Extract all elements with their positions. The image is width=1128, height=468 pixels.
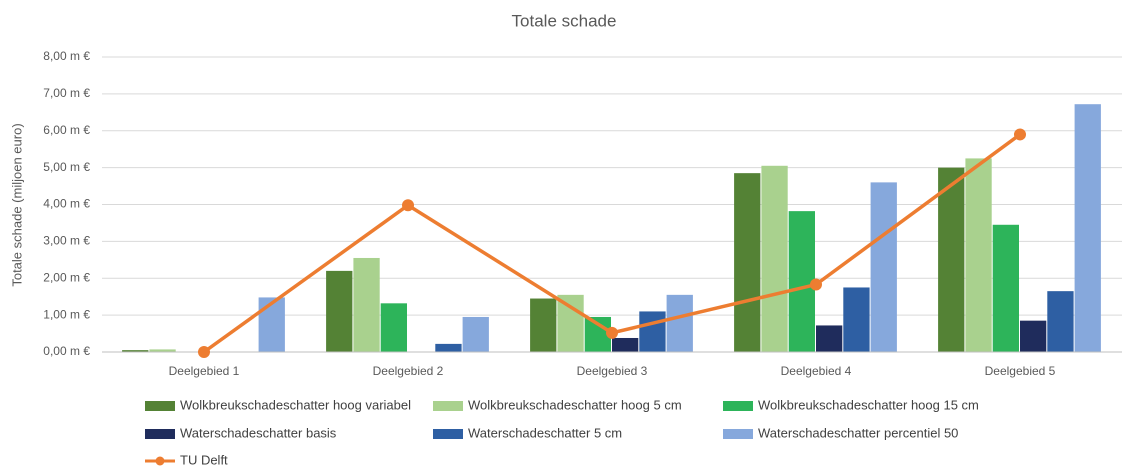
bar xyxy=(639,311,666,352)
bar xyxy=(816,325,843,352)
legend-label: Wolkbreukschadeschatter hoog 15 cm xyxy=(758,397,979,412)
legend-label: Waterschadeschatter percentiel 50 xyxy=(758,425,958,440)
bar xyxy=(380,303,407,352)
y-axis-label: Totale schade (miljoen euro) xyxy=(9,123,24,286)
bar xyxy=(149,349,176,352)
line-marker xyxy=(1014,128,1026,141)
bar xyxy=(992,224,1019,352)
bar xyxy=(353,257,380,352)
bar xyxy=(1047,291,1074,352)
legend-label: Waterschadeschatter 5 cm xyxy=(468,425,622,440)
x-tick-label: Deelgebied 2 xyxy=(373,364,444,378)
x-tick-label: Deelgebied 3 xyxy=(577,364,648,378)
line-marker xyxy=(402,199,414,212)
bar xyxy=(666,294,693,352)
y-tick-label: 4,00 m € xyxy=(43,197,90,211)
y-tick-label: 2,00 m € xyxy=(43,270,90,284)
legend-swatch xyxy=(145,429,175,439)
bar xyxy=(1020,320,1047,352)
y-tick-label: 6,00 m € xyxy=(43,123,90,137)
bar xyxy=(530,298,557,352)
bar xyxy=(557,294,584,352)
x-tick-label: Deelgebied 5 xyxy=(985,364,1056,378)
legend-swatch xyxy=(433,429,463,439)
legend-label: Wolkbreukschadeschatter hoog variabel xyxy=(180,397,411,412)
x-tick-label: Deelgebied 4 xyxy=(781,364,852,378)
bar xyxy=(843,287,870,352)
y-tick-label: 3,00 m € xyxy=(43,234,90,248)
legend-label: TU Delft xyxy=(180,452,228,467)
bar xyxy=(734,173,761,352)
bar xyxy=(258,297,285,352)
y-tick-label: 5,00 m € xyxy=(43,160,90,174)
legend-swatch xyxy=(433,401,463,411)
bar xyxy=(435,343,462,352)
bar xyxy=(870,182,897,352)
bar xyxy=(1074,104,1101,352)
bar xyxy=(761,165,788,352)
bar xyxy=(462,316,489,352)
x-tick-label: Deelgebied 1 xyxy=(169,364,240,378)
line-marker xyxy=(810,278,822,291)
y-tick-label: 0,00 m € xyxy=(43,344,90,358)
line-marker xyxy=(198,346,210,358)
chart-title: Totale schade xyxy=(512,11,617,30)
legend-swatch xyxy=(723,401,753,411)
legend-swatch xyxy=(155,456,165,466)
legend-swatch xyxy=(723,429,753,439)
legend-label: Wolkbreukschadeschatter hoog 5 cm xyxy=(468,397,682,412)
y-tick-label: 8,00 m € xyxy=(43,49,90,63)
y-tick-label: 1,00 m € xyxy=(43,307,90,321)
bar xyxy=(965,158,992,352)
legend-label: Waterschadeschatter basis xyxy=(180,425,337,440)
line-marker xyxy=(606,326,618,339)
legend-swatch xyxy=(145,401,175,411)
y-tick-label: 7,00 m € xyxy=(43,86,90,100)
bar xyxy=(326,270,353,352)
bar xyxy=(122,350,149,352)
bar xyxy=(788,211,815,352)
bar xyxy=(612,337,639,352)
bar xyxy=(938,167,965,352)
